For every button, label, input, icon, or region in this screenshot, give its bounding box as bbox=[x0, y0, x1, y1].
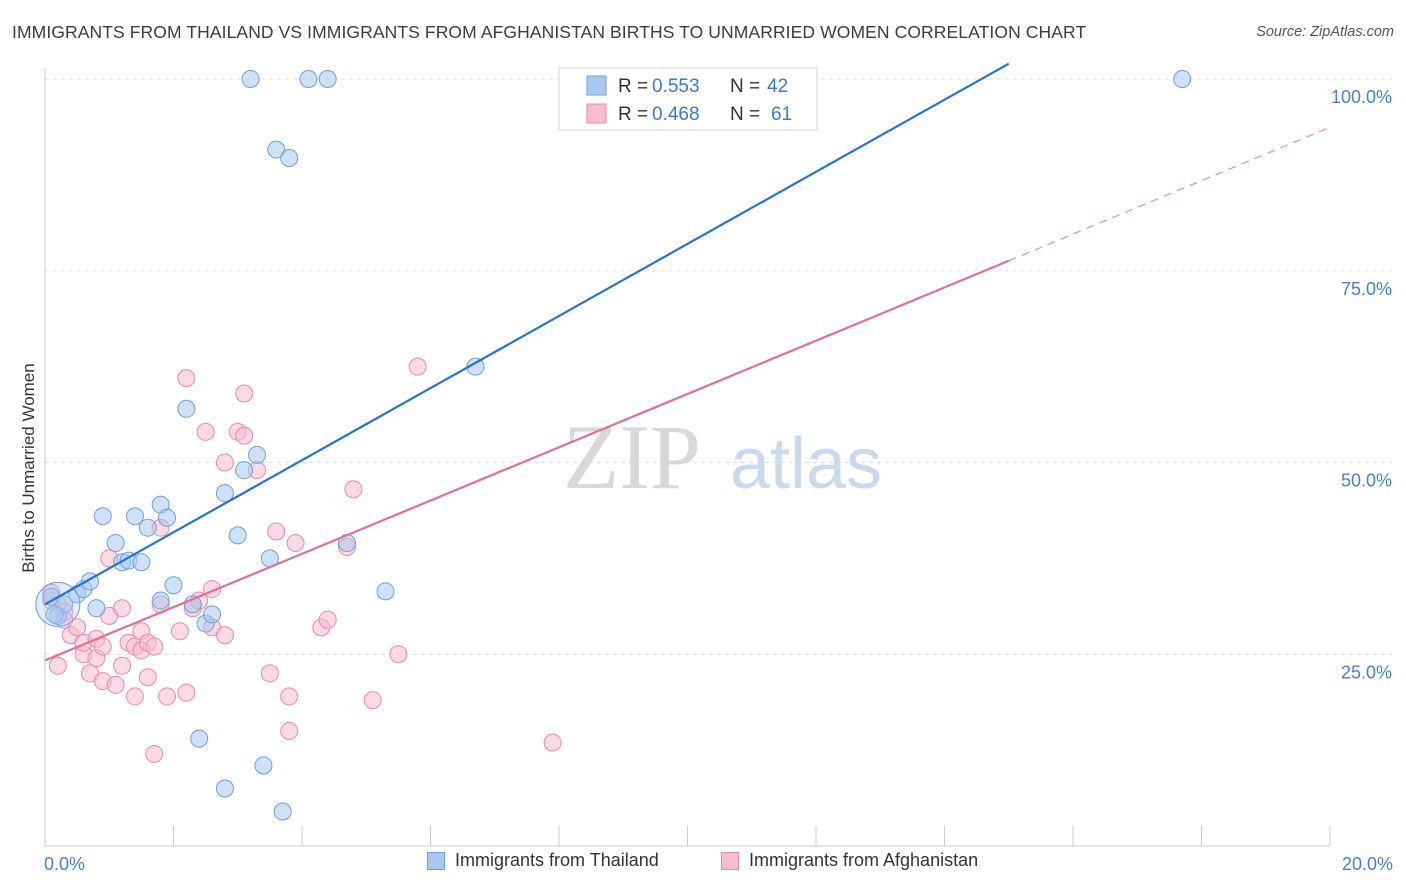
legend-afghanistan-r-value: 0.468 bbox=[652, 104, 700, 125]
thailand-point-13 bbox=[138, 518, 157, 537]
afghanistan-point-38 bbox=[215, 626, 234, 645]
thailand-point-38 bbox=[280, 149, 299, 168]
thailand-point-15 bbox=[158, 508, 177, 527]
afghanistan-point-17 bbox=[113, 656, 132, 675]
afghanistan-point-54 bbox=[389, 645, 408, 664]
legend-thailand-n-label: N = bbox=[730, 76, 760, 97]
legend-afghanistan-n-value: 61 bbox=[771, 104, 792, 125]
watermark-atlas: atlas bbox=[730, 424, 882, 504]
tick-labels: 25.0% 50.0% 75.0% 100.0% 0.0% 20.0% bbox=[44, 87, 1393, 874]
watermark-zip: ZIP bbox=[563, 406, 701, 508]
thailand-point-28 bbox=[215, 779, 234, 798]
thailand-point-40 bbox=[1173, 70, 1192, 88]
legend-afghanistan-swatch bbox=[586, 103, 607, 124]
thailand-point-8 bbox=[106, 534, 125, 553]
thailand-point-25 bbox=[248, 445, 267, 464]
afghanistan-point-24 bbox=[138, 668, 157, 687]
legend-afghanistan-r-label: R = bbox=[618, 104, 648, 125]
thailand-point-29 bbox=[254, 756, 273, 775]
thailand-point-34 bbox=[241, 70, 260, 88]
thailand-point-6 bbox=[87, 599, 106, 618]
thailand-point-12 bbox=[132, 553, 151, 572]
afghanistan-point-26 bbox=[145, 744, 164, 763]
x-tick-label-min: 0.0% bbox=[44, 854, 85, 874]
legend-thailand-r-label: R = bbox=[618, 76, 648, 97]
thailand-point-19 bbox=[177, 399, 196, 418]
trend-lines bbox=[44, 62, 1331, 662]
thailand-point-22 bbox=[215, 484, 234, 503]
afghanistan-point-46 bbox=[280, 721, 299, 740]
y-tick-label-100: 100.0% bbox=[1331, 87, 1392, 107]
thailand-point-30 bbox=[273, 802, 292, 821]
thailand-point-16 bbox=[164, 576, 183, 595]
afghanistan-point-50 bbox=[318, 610, 337, 629]
thailand-cluster-point bbox=[35, 581, 81, 627]
afghanistan-point-39 bbox=[215, 453, 234, 472]
legend-thailand-label: Immigrants from Thailand bbox=[455, 850, 659, 870]
thailand-point-7 bbox=[93, 507, 112, 526]
afghanistan-point-42 bbox=[235, 384, 254, 403]
afghanistan-point-31 bbox=[177, 683, 196, 702]
thailand-point-23 bbox=[228, 526, 247, 545]
afghanistan-swatch bbox=[721, 851, 739, 870]
legend-afghanistan-label: Immigrants from Afghanistan bbox=[749, 850, 979, 870]
grid-lines bbox=[45, 78, 1392, 655]
legend-afghanistan-n-label: N = bbox=[730, 104, 760, 125]
afghanistan-point-41 bbox=[235, 426, 254, 445]
afghanistan-point-53 bbox=[363, 691, 382, 710]
thailand-point-17 bbox=[151, 591, 170, 610]
thailand-point-21 bbox=[203, 605, 222, 624]
watermark: ZIP atlas bbox=[563, 406, 882, 508]
y-tick-label-25: 25.0% bbox=[1341, 662, 1392, 682]
source-label: Source: ZipAtlas.com bbox=[1256, 24, 1394, 40]
afghanistan-point-16 bbox=[113, 599, 132, 618]
thailand-point-41 bbox=[45, 605, 64, 624]
thailand-point-27 bbox=[190, 729, 209, 748]
afghanistan-point-45 bbox=[267, 522, 286, 541]
afghanistan-point-35 bbox=[196, 422, 215, 441]
afghanistan-point-5 bbox=[68, 618, 87, 637]
thailand-point-37 bbox=[267, 140, 286, 159]
y-tick-label-75: 75.0% bbox=[1341, 279, 1392, 299]
afghanistan-point-32 bbox=[177, 369, 196, 388]
bottom-legend: Immigrants from Thailand Immigrants from… bbox=[0, 850, 1406, 880]
x-tick-label-max: 20.0% bbox=[1342, 854, 1393, 874]
afghanistan-point-44 bbox=[260, 664, 279, 683]
afghanistan-trend-extension bbox=[1008, 126, 1331, 262]
afghanistan-point-11 bbox=[93, 637, 112, 656]
y-tick-label-50: 50.0% bbox=[1341, 471, 1392, 491]
thailand-point-35 bbox=[299, 70, 318, 88]
chart-title: IMMIGRANTS FROM THAILAND VS IMMIGRANTS F… bbox=[12, 22, 1087, 42]
thailand-point-36 bbox=[318, 70, 337, 88]
axes bbox=[44, 68, 1331, 847]
legend-box: R = 0.553 N = 42 R = 0.468 N = 61 bbox=[558, 67, 818, 131]
afghanistan-point-56 bbox=[543, 733, 562, 752]
thailand-point-24 bbox=[235, 461, 254, 480]
afghanistan-point-25 bbox=[145, 637, 164, 656]
afghanistan-point-15 bbox=[106, 675, 125, 694]
legend-item-afghanistan: Immigrants from Afghanistan bbox=[721, 850, 978, 871]
afghanistan-point-29 bbox=[158, 687, 177, 706]
afghanistan-point-48 bbox=[286, 534, 305, 553]
afghanistan-point-55 bbox=[408, 357, 427, 376]
legend-thailand-n-value: 42 bbox=[767, 76, 788, 97]
thailand-point-32 bbox=[376, 582, 395, 601]
thailand-trend-line bbox=[44, 62, 1010, 606]
y-axis-label: Births to Unmarried Women bbox=[19, 363, 38, 572]
thailand-point-11 bbox=[125, 507, 144, 526]
legend-thailand-r-value: 0.553 bbox=[652, 76, 700, 97]
thailand-points bbox=[35, 70, 1192, 821]
afghanistan-point-19 bbox=[125, 687, 144, 706]
afghanistan-point-52 bbox=[344, 480, 363, 499]
thailand-swatch bbox=[427, 851, 445, 870]
legend-thailand-swatch bbox=[586, 75, 607, 96]
afghanistan-point-30 bbox=[170, 622, 189, 641]
afghanistan-point-47 bbox=[280, 687, 299, 706]
afghanistan-trend-line bbox=[44, 259, 1010, 662]
legend-item-thailand: Immigrants from Thailand bbox=[427, 850, 659, 871]
afghanistan-point-2 bbox=[48, 656, 67, 675]
